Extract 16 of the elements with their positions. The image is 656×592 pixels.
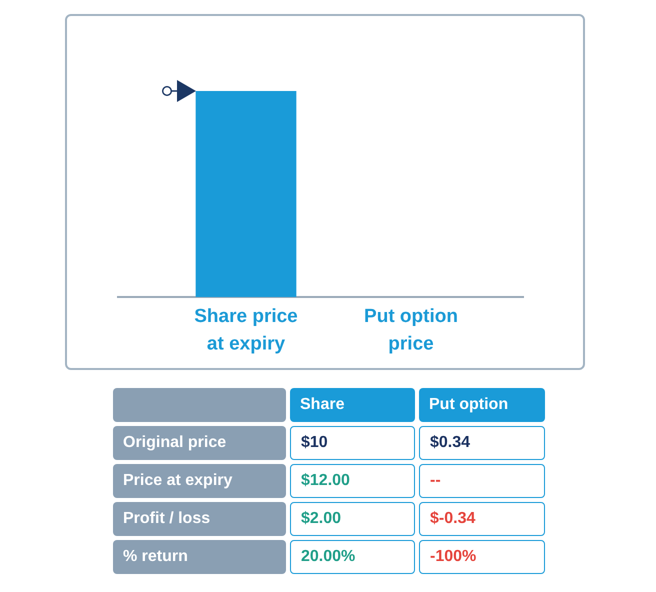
text: $12.00 [301,472,350,489]
text: $10 [301,434,328,451]
text: -- [430,472,441,489]
text: $2.00 [301,510,342,527]
category-label: Price at expiry [123,472,232,489]
text: $-0.34 [430,510,476,527]
category-label: Original price [123,434,226,451]
text: 20.00% [301,548,356,565]
category-label: Share [290,388,415,422]
x-tick-label: Put option price [364,306,458,355]
category-label: Put option [419,388,545,422]
text: $0.34 [430,434,470,451]
category-label: Profit / loss [123,510,210,527]
category-label: % return [123,548,188,565]
x-tick-label: Share price at expiry [194,306,298,355]
text: -100% [430,548,476,565]
